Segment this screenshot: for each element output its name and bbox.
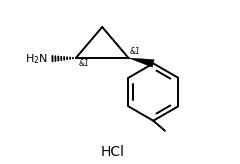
Text: &1: &1 (130, 47, 141, 56)
Text: H$_2$N: H$_2$N (25, 52, 48, 66)
Text: &1: &1 (78, 59, 89, 68)
Polygon shape (128, 58, 154, 67)
Text: HCl: HCl (101, 145, 125, 159)
